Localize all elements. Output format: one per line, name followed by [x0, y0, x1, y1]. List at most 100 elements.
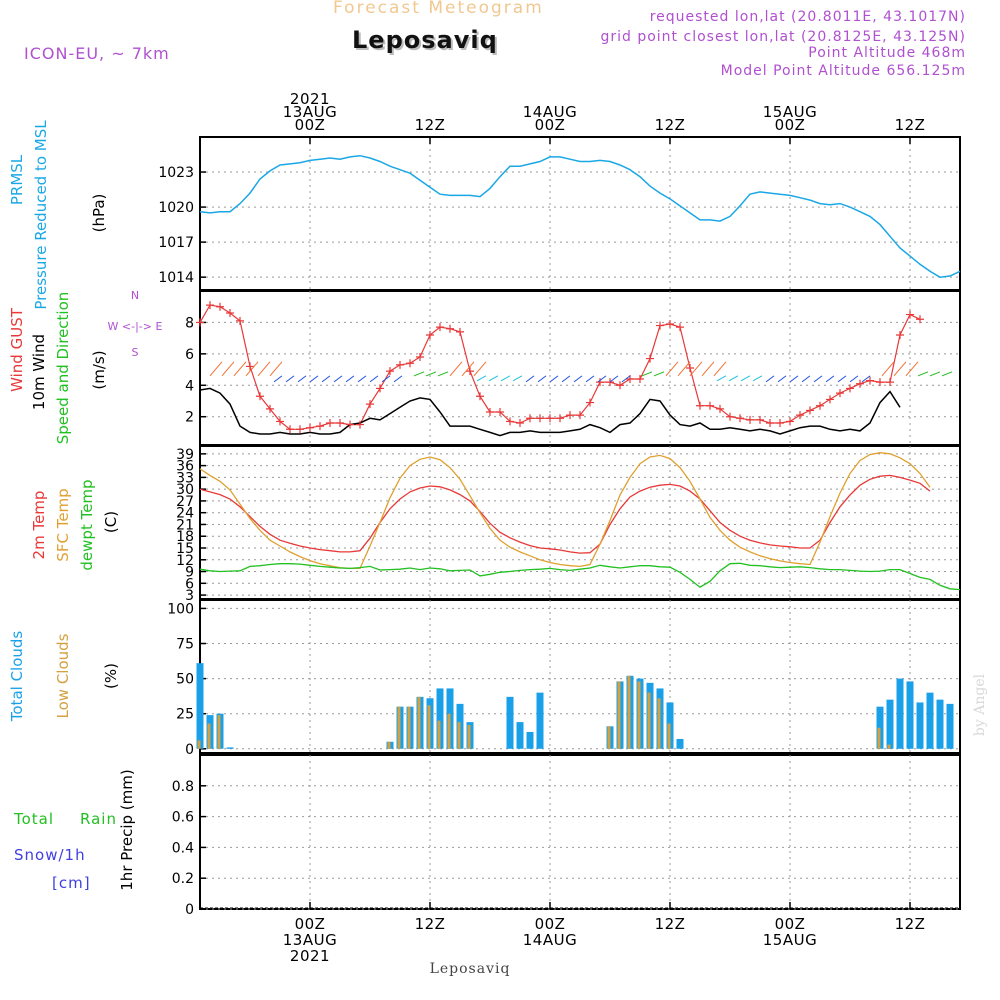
wind-direction-arrow: [393, 375, 403, 383]
rain-legend-total: Total: [13, 810, 54, 828]
gust-point: [216, 302, 224, 311]
wind-direction-arrow: [333, 375, 343, 383]
top-time-label: 13AUG: [283, 103, 337, 121]
snow-legend-unit: [cm]: [52, 874, 91, 892]
gust-point: [416, 353, 424, 361]
wind-direction-arrow: [321, 375, 331, 383]
wind-direction-arrow: [525, 375, 535, 383]
wind-direction-arrow: [561, 375, 571, 383]
ytick-label: 33: [176, 470, 194, 486]
model-name: ICON-EU, ~ 7km: [24, 44, 170, 63]
ytick-label: 1017: [158, 235, 194, 251]
gust-point: [846, 384, 854, 393]
total-cloud-bar: [226, 747, 234, 749]
wind-direction-arrow: [413, 371, 425, 377]
compass-s: S: [132, 346, 139, 359]
gust-point: [496, 408, 504, 416]
gust-point: [856, 379, 864, 388]
gust-point: [326, 419, 334, 427]
precip-frame: [199, 754, 961, 910]
low-cloud-bar: [437, 720, 441, 749]
wind-direction-arrow: [609, 375, 619, 383]
wind-direction-arrow: [929, 371, 941, 377]
ytick-label: 2: [185, 410, 194, 426]
gust-point: [226, 309, 234, 317]
wind-direction-arrow: [500, 375, 511, 382]
gust-point: [616, 381, 624, 390]
precip-label: 1hr Precip (mm): [118, 769, 136, 890]
gust-label: Wind GUST: [8, 307, 26, 392]
ytick-label: 1014: [158, 270, 194, 286]
wind-direction-arrow: [716, 375, 727, 382]
gust-point: [236, 316, 244, 325]
gust-point: [706, 401, 714, 410]
wind-direction-arrow: [285, 375, 295, 383]
bottom-time-label: 00Z: [775, 915, 806, 933]
wind-direction-arrow: [473, 361, 487, 377]
wind-direction-arrow: [597, 375, 607, 383]
pressure-frame: [199, 136, 961, 291]
gust-point: [256, 392, 264, 401]
ytick-label: 0: [185, 902, 194, 918]
gust-point: [536, 414, 544, 423]
wind-direction-arrow: [309, 375, 319, 383]
wind-direction-arrow: [221, 361, 235, 377]
gust-point: [336, 419, 344, 427]
temp-unit: (C): [102, 511, 120, 533]
wind-direction-arrow: [269, 361, 283, 377]
temp-sfc-label: SFC Temp: [54, 488, 72, 561]
gust-point: [656, 321, 664, 330]
wind-direction-arrow: [701, 361, 715, 377]
ytick-label: 27: [176, 494, 194, 510]
gust-point: [676, 323, 684, 332]
wind-direction-arrow: [425, 371, 437, 377]
top-time-label: 15AUG: [763, 103, 817, 121]
gust-point: [366, 400, 374, 409]
gust-point: [386, 367, 394, 376]
gust-point: [476, 392, 484, 401]
total-cloud-bar: [946, 703, 954, 749]
rain-legend-rain: Rain: [80, 810, 117, 828]
gust-point: [606, 378, 614, 387]
low-cloud-bar: [627, 675, 631, 749]
total-cloud-bar: [906, 681, 914, 749]
credit-label: by Angel: [972, 673, 988, 736]
pressure-panel: 1014 1017 1020 1023: [158, 136, 961, 291]
gust-point: [356, 420, 364, 429]
gust-point: [196, 318, 204, 327]
low-cloud-bar: [207, 723, 211, 749]
wind-direction-arrow: [209, 361, 223, 377]
total-cloud-bar: [916, 702, 924, 749]
gust-point: [876, 378, 884, 387]
gust-point: [426, 331, 434, 339]
low-cloud-bar: [637, 681, 641, 749]
low-cloud-bar: [197, 740, 201, 749]
wind-direction-arrow: [777, 375, 787, 383]
requested-coords: requested lon,lat (20.8011E, 43.1017N): [649, 9, 966, 25]
gust-point: [766, 419, 774, 427]
gust-point: [836, 389, 844, 398]
bottom-time-label: 12Z: [415, 915, 446, 933]
gust-point: [316, 422, 324, 431]
wind-direction-arrow: [461, 361, 475, 377]
ytick-label: 100: [167, 601, 194, 617]
wind-dir-label: Speed and Direction: [54, 292, 72, 445]
gust-point: [556, 414, 564, 423]
ytick-label: 18: [176, 529, 194, 545]
bottom-time-label: 12Z: [895, 915, 926, 933]
gust-point: [816, 401, 824, 410]
ytick-label: 0.4: [172, 840, 194, 856]
low-cloud-bar: [617, 681, 621, 749]
wind-direction-arrow: [917, 371, 929, 377]
ytick-label: 8: [185, 315, 194, 331]
clouds-unit: (%): [102, 663, 120, 689]
total-cloud-bar: [896, 678, 904, 749]
gust-point: [486, 408, 494, 416]
grid-point-coords: grid point closest lon,lat (20.8125E, 43…: [600, 29, 966, 45]
ytick-label: 36: [176, 459, 194, 475]
gust-point: [346, 420, 354, 429]
low-cloud-bar: [657, 698, 661, 749]
gust-point: [456, 327, 464, 336]
gust-point: [516, 419, 524, 427]
